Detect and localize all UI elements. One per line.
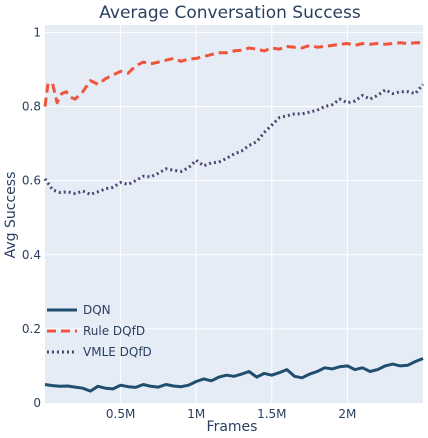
y-tick-label: 0.6 [22,174,41,188]
x-tick-label: 1.5M [257,407,286,421]
x-tick-label: 2M [338,407,356,421]
series-line-rule-dqfd [43,41,423,107]
legend-label: Rule DQfD [83,324,145,338]
y-tick-label: 0.8 [22,100,41,114]
x-tick-label: 0.5M [106,407,135,421]
grid-lines [45,25,423,403]
chart-title: Average Conversation Success [99,3,361,23]
series-line-vmle-dqfd [43,83,425,196]
legend-label: VMLE DQfD [83,345,152,359]
legend-label: DQN [83,303,111,317]
x-axis-title: Frames [207,419,258,435]
y-tick-label: 0 [33,396,41,410]
y-tick-label: 1 [33,25,41,39]
y-axis-title: Avg Success [3,172,19,259]
y-tick-label: 0.2 [22,322,41,336]
series-lines [43,41,425,393]
plot-background [45,25,423,403]
y-tick-label: 0.4 [22,248,41,262]
legend[interactable]: DQN Rule DQfD VMLE DQfD [47,303,152,359]
y-tick-labels: 0 0.2 0.4 0.6 0.8 1 [22,25,41,410]
x-tick-labels: 0.5M 1M 1.5M 2M [106,407,357,421]
x-tick-label: 1M [187,407,205,421]
series-line-dqn [44,357,424,393]
